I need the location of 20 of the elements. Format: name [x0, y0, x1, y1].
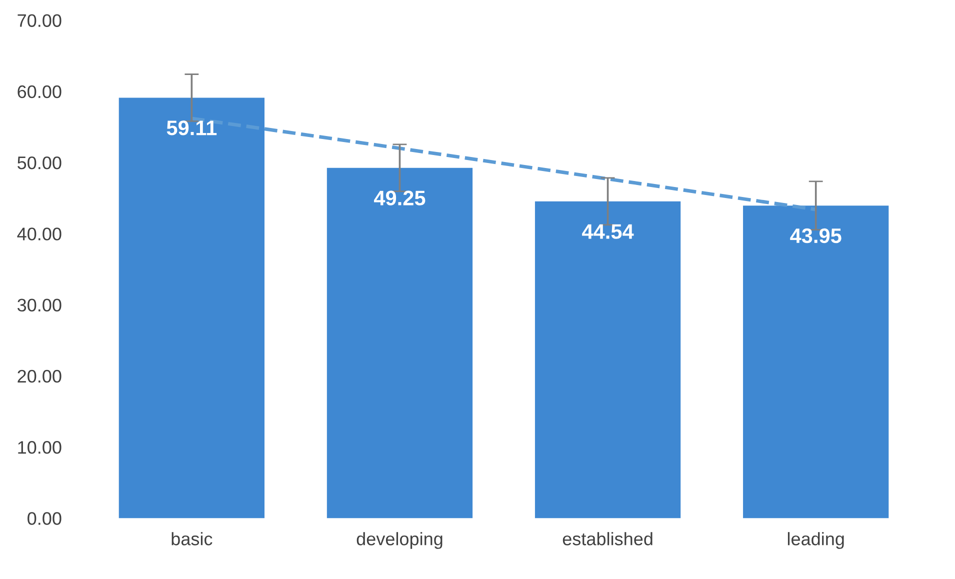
y-tick-label: 20.00: [18, 370, 62, 383]
y-tick-label: 70.00: [18, 14, 62, 27]
data-label: 49.25: [374, 190, 426, 206]
y-tick-label: 0.00: [28, 512, 62, 525]
data-label: 43.95: [790, 228, 842, 244]
x-tick-label: developing: [356, 532, 442, 549]
data-label: 44.54: [582, 224, 634, 239]
bar: [118, 98, 264, 518]
bar: [534, 201, 681, 518]
data-label: 59.11: [166, 120, 217, 136]
x-tick-label: leading: [788, 532, 844, 549]
bar: [326, 168, 473, 518]
y-tick-label: 30.00: [18, 298, 62, 312]
y-tick-label: 10.00: [18, 441, 62, 454]
y-tick-label: 40.00: [17, 228, 62, 240]
x-tick-label: basic: [172, 532, 212, 546]
bar: [743, 206, 889, 518]
x-tick-label: established: [562, 532, 652, 546]
y-tick-label: 60.00: [18, 85, 62, 98]
y-tick-label: 50.00: [18, 156, 62, 170]
